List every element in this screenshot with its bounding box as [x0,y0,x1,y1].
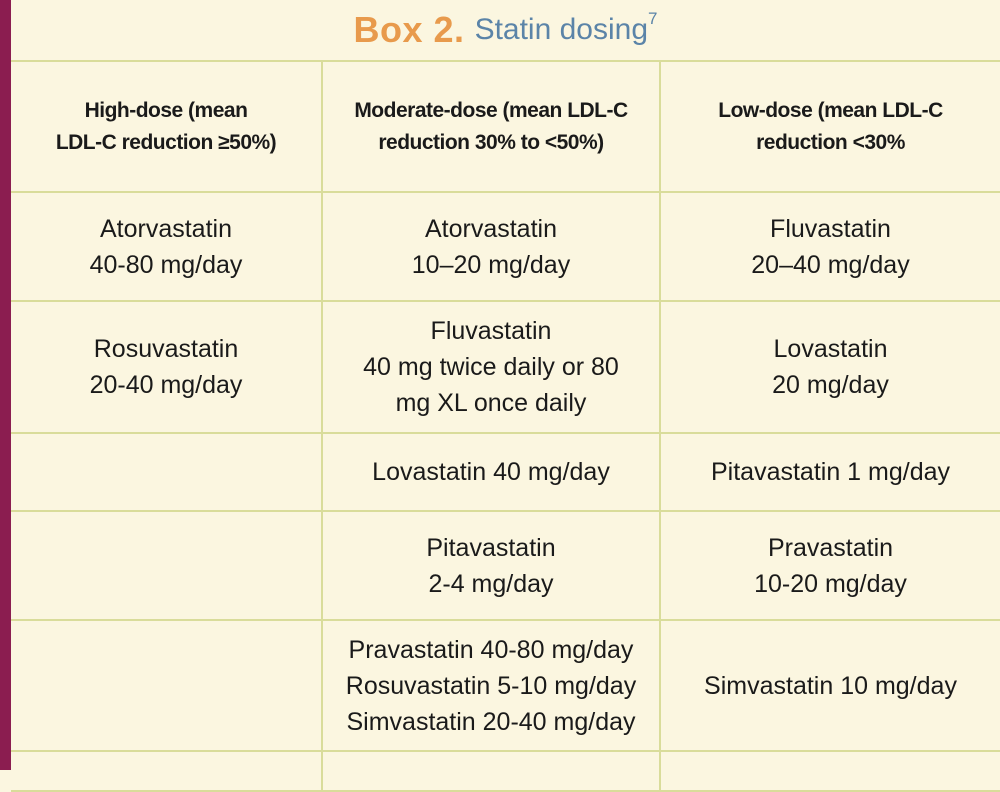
table-cell: Atorvastatin 40-80 mg/day [11,191,323,302]
table-cell-empty [11,619,323,752]
cell-line: Rosuvastatin 5-10 mg/day [345,671,637,700]
accent-bar [0,0,11,770]
header-line: LDL-C reduction ≥50%) [55,130,277,154]
header-line: reduction 30% to <50%) [378,130,604,154]
table-cell-empty [11,750,323,792]
cell-line: Pitavastatin 1 mg/day [710,458,950,486]
table-cell: Simvastatin 10 mg/day [659,619,1000,752]
table-cell: Lovastatin 40 mg/day [321,432,661,512]
cell-line: 20 mg/day [772,371,889,399]
reference-superscript: 7 [648,9,658,28]
table-row: Rosuvastatin 20-40 mg/day Fluvastatin 40… [11,300,1000,434]
table-cell: Fluvastatin 40 mg twice daily or 80 mg X… [321,300,661,434]
table-cell-empty [11,432,323,512]
header-low-dose: Low-dose (mean LDL-C reduction <30% [659,60,1000,193]
cell-line: Rosuvastatin [93,335,239,363]
cell-line: mg XL once daily [395,389,587,417]
header-row: High-dose (mean LDL-C reduction ≥50%) Mo… [11,60,1000,193]
table-row: Pitavastatin 2-4 mg/day Pravastatin 10-2… [11,510,1000,621]
table-row: Atorvastatin 40-80 mg/day Atorvastatin 1… [11,191,1000,302]
table-cell: Rosuvastatin 20-40 mg/day [11,300,323,434]
header-line: Low-dose (mean LDL-C [718,98,943,122]
cell-line: Pravastatin 40-80 mg/day [348,635,634,664]
box-title: Box 2. Statin dosing7 [11,0,1000,60]
table-cell: Atorvastatin 10–20 mg/day [321,191,661,302]
table-cell: Pitavastatin 1 mg/day [659,432,1000,512]
header-high-dose: High-dose (mean LDL-C reduction ≥50%) [11,60,323,193]
cell-line: 20-40 mg/day [89,371,243,399]
table-row-trailing [11,750,1000,792]
cell-line: Pravastatin [767,533,894,562]
header-line: reduction <30% [756,130,905,154]
cell-line: Atorvastatin [99,214,232,243]
table-row: Pravastatin 40-80 mg/day Rosuvastatin 5-… [11,619,1000,752]
cell-line: Simvastatin 20-40 mg/day [346,707,636,736]
table-cell: Pravastatin 10-20 mg/day [659,510,1000,621]
box-number: Box 2. [353,9,465,50]
table-cell: Fluvastatin 20–40 mg/day [659,191,1000,302]
cell-line: 20–40 mg/day [751,250,910,279]
table-cell: Lovastatin 20 mg/day [659,300,1000,434]
dosing-table: High-dose (mean LDL-C reduction ≥50%) Mo… [11,60,1000,792]
table-cell-empty [659,750,1000,792]
box-heading: Statin dosing7 [474,9,658,47]
cell-line: 2-4 mg/day [428,569,554,598]
cell-line: 40 mg twice daily or 80 [363,353,619,381]
cell-line: Fluvastatin [430,317,552,345]
cell-line: Fluvastatin [770,214,891,243]
cell-line: Simvastatin 10 mg/day [704,671,957,700]
header-line: Moderate-dose (mean LDL-C [354,98,628,122]
box-heading-text: Statin dosing [474,13,649,46]
header-line: High-dose (mean [84,98,248,122]
cell-line: 10–20 mg/day [411,250,571,279]
table-cell: Pravastatin 40-80 mg/day Rosuvastatin 5-… [321,619,661,752]
table-cell: Pitavastatin 2-4 mg/day [321,510,661,621]
cell-line: Atorvastatin [424,214,557,243]
cell-line: 40-80 mg/day [89,250,243,279]
table-cell-empty [321,750,661,792]
table-row: Lovastatin 40 mg/day Pitavastatin 1 mg/d… [11,432,1000,512]
cell-line: 10-20 mg/day [754,569,907,598]
cell-line: Lovastatin [773,335,888,363]
header-moderate-dose: Moderate-dose (mean LDL-C reduction 30% … [321,60,661,193]
cell-line: Lovastatin 40 mg/day [372,458,610,486]
cell-line: Pitavastatin [426,533,556,562]
table-cell-empty [11,510,323,621]
